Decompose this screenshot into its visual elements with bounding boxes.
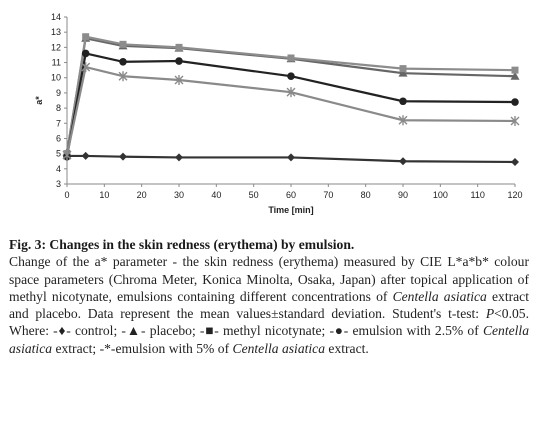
data-point xyxy=(62,150,72,161)
caption-species-1: Centella asiatica xyxy=(392,288,487,304)
caption-text-5: extract. xyxy=(325,340,369,356)
data-point xyxy=(287,72,295,81)
y-axis-label: a* xyxy=(34,96,44,105)
y-tick-label: 13 xyxy=(51,27,61,37)
x-tick-label: 30 xyxy=(174,190,184,200)
caption-p-value: P xyxy=(485,306,495,322)
data-point xyxy=(511,98,519,106)
x-tick-label: 100 xyxy=(433,190,448,200)
x-tick-label: 40 xyxy=(211,190,221,200)
data-point xyxy=(287,153,295,162)
caption-text-3: <0.05. Where: -♦- control; -▲- placebo; … xyxy=(9,306,529,339)
data-point xyxy=(82,33,90,41)
x-tick-label: 20 xyxy=(137,190,147,200)
data-point xyxy=(287,54,295,62)
data-point xyxy=(511,157,519,166)
x-tick-label: 10 xyxy=(99,190,109,200)
data-point xyxy=(81,151,90,160)
x-tick-label: 50 xyxy=(249,190,259,200)
data-point xyxy=(118,71,128,82)
data-point xyxy=(81,49,90,58)
chart-series xyxy=(62,33,520,166)
data-point xyxy=(119,40,127,48)
data-point xyxy=(119,152,127,161)
data-point xyxy=(81,62,91,73)
x-tick-label: 110 xyxy=(470,190,484,200)
caption-text-1: Change of the a* parameter - the skin re… xyxy=(9,254,529,304)
x-tick-label: 70 xyxy=(323,190,333,200)
x-tick-label: 120 xyxy=(507,190,522,200)
data-point xyxy=(174,75,184,86)
caption-title: Fig. 3: Changes in the skin redness (ery… xyxy=(9,237,355,252)
caption-text-2: extract and placebo. Data represent the … xyxy=(9,288,529,322)
y-tick-label: 12 xyxy=(51,42,61,52)
data-point xyxy=(398,68,408,77)
y-tick-label: 11 xyxy=(52,58,61,68)
chart-background xyxy=(0,0,536,232)
y-tick-label: 7 xyxy=(56,118,61,128)
y-tick-label: 14 xyxy=(51,12,61,22)
data-point xyxy=(119,57,127,66)
caption-text-4: extract; -*-emulsion with 5% of xyxy=(52,340,233,356)
data-point xyxy=(510,71,520,80)
data-point xyxy=(175,153,183,162)
chart-axes: 3 4 5 6 7 8 9 10 11 12 13 14 0 10 20 30 40 50 60 70 80 90 100 1… xyxy=(51,12,523,200)
figure-caption: Fig. 3: Changes in the skin redness (ery… xyxy=(9,236,529,357)
x-tick-label: 0 xyxy=(64,190,69,200)
y-tick-label: 8 xyxy=(56,103,61,113)
y-tick-label: 3 xyxy=(56,179,61,189)
data-point xyxy=(175,57,183,65)
data-point xyxy=(175,43,183,51)
data-point xyxy=(399,157,407,166)
line-chart: 3 4 5 6 7 8 9 10 11 12 13 14 0 10 20 30 40 50 60 70 80 90 100 1… xyxy=(0,0,536,232)
caption-species-3: Centella asiatica xyxy=(232,340,326,356)
y-tick-label: 10 xyxy=(51,73,61,83)
y-tick-label: 4 xyxy=(56,164,61,174)
x-tick-label: 90 xyxy=(398,190,408,200)
caption-body: Change of the a* parameter - the skin re… xyxy=(9,253,529,357)
data-point xyxy=(511,66,519,74)
y-tick-label: 6 xyxy=(56,133,61,143)
data-point xyxy=(399,97,407,106)
caption-species-2: Centella asiatica xyxy=(9,323,529,356)
y-tick-label: 5 xyxy=(56,149,61,159)
x-axis-label: Time [min] xyxy=(268,205,313,215)
data-point xyxy=(286,87,296,98)
data-point xyxy=(399,65,407,73)
x-tick-label: 60 xyxy=(286,190,296,200)
series-5 xyxy=(62,62,520,161)
data-point xyxy=(398,115,408,126)
y-tick-label: 9 xyxy=(56,88,61,98)
data-point xyxy=(510,115,520,126)
x-tick-label: 80 xyxy=(361,190,371,200)
